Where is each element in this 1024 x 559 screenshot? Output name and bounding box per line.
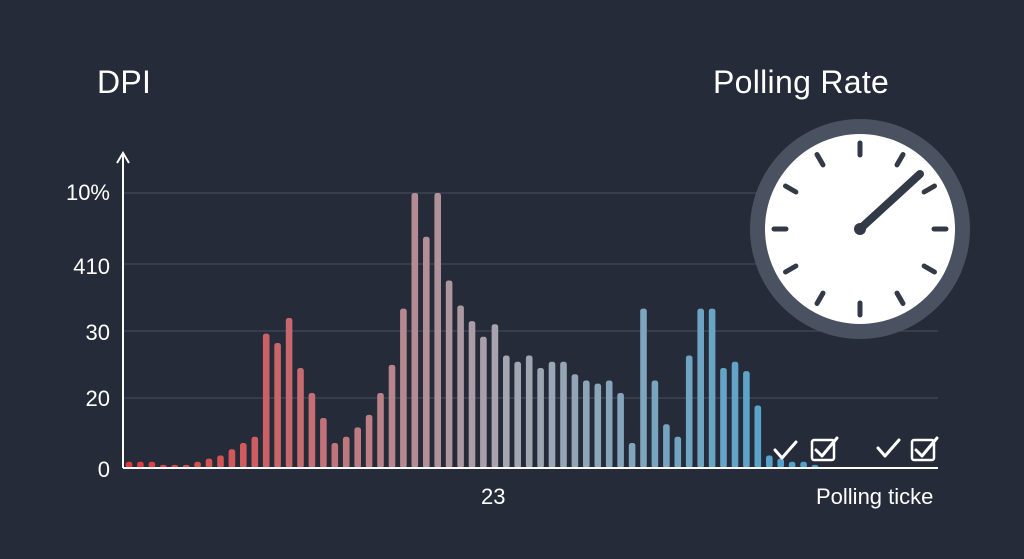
bar [663, 424, 670, 469]
clock-icon [750, 119, 970, 339]
checkmark-icon [914, 436, 939, 458]
bar [800, 461, 807, 469]
bar [445, 280, 453, 468]
bar [685, 355, 693, 468]
bar [617, 393, 624, 468]
clock-hand [856, 170, 924, 233]
bar [708, 308, 716, 468]
bar [640, 308, 647, 468]
bar [571, 374, 579, 469]
bar [240, 443, 247, 468]
bar-series [125, 193, 819, 469]
bar [354, 427, 361, 468]
clock-tick [783, 263, 799, 275]
bar [651, 380, 659, 468]
bar [766, 455, 773, 468]
bar [377, 393, 384, 468]
bar [434, 193, 441, 468]
x-tick-label: 23 [481, 484, 506, 509]
bar [411, 193, 419, 468]
bar [274, 343, 281, 468]
bar [514, 361, 521, 469]
bar [217, 455, 224, 468]
checkmark-icon [773, 440, 798, 460]
bar [743, 371, 750, 468]
bar [731, 361, 739, 469]
checked-box-icon [910, 438, 936, 462]
bar [720, 368, 727, 468]
bar [297, 368, 304, 468]
bar [423, 236, 430, 469]
clock-tick [894, 290, 906, 306]
bar [342, 436, 350, 469]
bar [148, 461, 156, 469]
bar [594, 383, 602, 468]
x-axis-label: Polling ticke [816, 484, 934, 509]
bar [400, 308, 407, 468]
bar [205, 458, 213, 468]
bar [777, 458, 784, 468]
y-tick-label: 0 [97, 457, 110, 482]
checkmark-icon [876, 438, 901, 458]
bar [388, 364, 396, 468]
bar [560, 361, 567, 469]
bar [194, 461, 201, 469]
bar [628, 443, 636, 468]
bar [754, 405, 762, 468]
bar [525, 355, 533, 468]
bar [605, 380, 613, 468]
bar [468, 321, 476, 468]
bar [548, 361, 556, 469]
bar [537, 368, 544, 468]
checked-box-icon [810, 438, 836, 462]
axes [116, 151, 938, 469]
y-tick-label: 410 [73, 254, 110, 279]
bar [365, 414, 373, 468]
bar [125, 461, 133, 469]
dpi-title: DPI [97, 64, 152, 100]
bar [491, 324, 499, 469]
bar [285, 318, 293, 468]
bar [503, 355, 510, 468]
bar [137, 461, 144, 469]
bar [251, 436, 259, 469]
clock-tick [783, 183, 799, 195]
bar [320, 418, 327, 468]
bar [583, 380, 590, 468]
bar [788, 461, 796, 469]
clock-tick [921, 183, 937, 195]
y-tick-label: 10% [65, 180, 110, 205]
bar [262, 333, 270, 468]
polling-rate-title: Polling Rate [713, 64, 890, 100]
bar [457, 305, 464, 468]
clock-tick [814, 290, 826, 306]
bar [674, 436, 682, 469]
bar [697, 308, 704, 468]
checkmark-group [773, 436, 939, 462]
y-tick-label: 20 [85, 386, 110, 411]
bar [480, 336, 487, 469]
clock-tick [814, 152, 826, 168]
bar [308, 393, 316, 468]
y-axis-arrow-icon [116, 151, 130, 164]
clock-hub [854, 223, 866, 235]
bar [331, 443, 339, 468]
clock-tick [921, 263, 937, 275]
clock-tick [894, 152, 906, 168]
checkmark-icon [814, 436, 839, 458]
bar [228, 449, 236, 469]
y-tick-label: 30 [85, 320, 110, 345]
